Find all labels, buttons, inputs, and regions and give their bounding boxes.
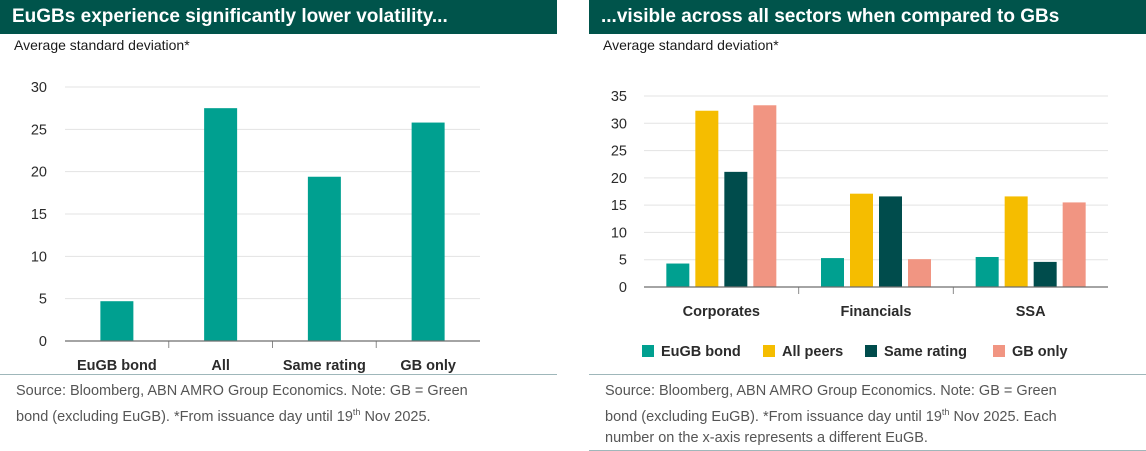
x-tick-label: SSA: [1016, 304, 1046, 320]
right-grouped-bar-chart: 0 5 10 15 20 25 30 35 Corporates Financials SSA EuG…: [611, 89, 1108, 360]
x-tick-label: Financials: [841, 304, 912, 320]
legend-label-gb-only: GB only: [1012, 344, 1068, 360]
legend-label-eugb-bond: EuGB bond: [661, 344, 741, 360]
bar-corporates-eugb-bond: [666, 263, 690, 287]
bar-all: [204, 108, 238, 342]
bar-financials-same-rating: [879, 196, 902, 287]
left-source-line2-end: Nov 2025.: [360, 408, 431, 425]
legend-swatch-same-rating: [865, 345, 877, 357]
legend-swatch-all-peers: [763, 345, 775, 357]
left-source-line2: bond (excluding EuGB). *From issuance da…: [16, 408, 353, 425]
y-tick-label: 20: [31, 165, 47, 181]
x-tick-label: EuGB bond: [77, 358, 157, 374]
left-source-sup: th: [352, 407, 361, 417]
bar-corporates-all-peers: [695, 110, 719, 287]
y-tick-label: 0: [39, 334, 47, 350]
bar-corporates-same-rating: [724, 171, 748, 287]
legend-swatch-gb-only: [993, 345, 1005, 357]
bar-corporates-gb-only: [753, 105, 777, 287]
bar-ssa-same-rating: [1033, 261, 1057, 287]
x-tick-label: GB only: [400, 358, 456, 374]
bar-ssa-eugb-bond: [975, 256, 999, 287]
x-tick-label: All: [211, 358, 230, 374]
bar-eugb-bond: [100, 301, 134, 341]
right-chart-subtitle: Average standard deviation*: [603, 37, 779, 53]
y-tick-label: 10: [31, 249, 47, 265]
y-tick-label: 15: [31, 207, 47, 223]
bar-same-rating: [307, 176, 341, 341]
y-tick-label: 35: [611, 89, 627, 105]
left-chart-panel: EuGBs experience significantly lower vol…: [0, 0, 557, 449]
left-chart-subtitle: Average standard deviation*: [14, 37, 190, 53]
left-source-line1: Source: Bloomberg, ABN AMRO Group Econom…: [16, 383, 468, 399]
right-source-line3: number on the x-axis represents a differ…: [605, 429, 928, 446]
right-source-sup: th: [941, 407, 950, 417]
x-tick-label: Corporates: [683, 304, 760, 320]
right-source-line1: Source: Bloomberg, ABN AMRO Group Econom…: [605, 383, 1057, 399]
y-tick-label: 25: [31, 122, 47, 138]
right-source-note: Source: Bloomberg, ABN AMRO Group Econom…: [589, 374, 1146, 451]
right-source-line2: bond (excluding EuGB). *From issuance da…: [605, 408, 942, 425]
right-chart-title: ...visible across all sectors when compa…: [589, 0, 1146, 34]
y-tick-label: 25: [611, 144, 627, 160]
y-tick-label: 20: [611, 171, 627, 187]
bar-financials-all-peers: [850, 193, 873, 287]
y-tick-label: 10: [611, 225, 627, 241]
x-tick-label: Same rating: [283, 358, 366, 374]
y-tick-label: 30: [31, 80, 47, 96]
y-tick-label: 5: [619, 253, 627, 269]
right-chart-panel: ...visible across all sectors when compa…: [589, 0, 1146, 451]
left-source-note: Source: Bloomberg, ABN AMRO Group Econom…: [0, 374, 557, 441]
y-tick-label: 15: [611, 198, 627, 214]
y-tick-label: 30: [611, 116, 627, 132]
bar-ssa-all-peers: [1004, 196, 1028, 287]
legend-label-all-peers: All peers: [782, 344, 843, 360]
y-tick-label: 5: [39, 292, 47, 308]
legend-label-same-rating: Same rating: [884, 344, 967, 360]
left-bar-chart: 0 5 10 15 20 25 30 EuGB bond All Same rating GB on…: [31, 80, 480, 374]
right-source-line2-end: Nov 2025. Each: [949, 408, 1057, 425]
left-chart-title: EuGBs experience significantly lower vol…: [0, 0, 557, 34]
bar-gb-only: [411, 122, 445, 341]
y-tick-label: 0: [619, 280, 627, 296]
bar-financials-eugb-bond: [821, 258, 844, 287]
bar-financials-gb-only: [908, 259, 931, 287]
legend-swatch-eugb-bond: [642, 345, 654, 357]
bar-ssa-gb-only: [1062, 202, 1086, 287]
